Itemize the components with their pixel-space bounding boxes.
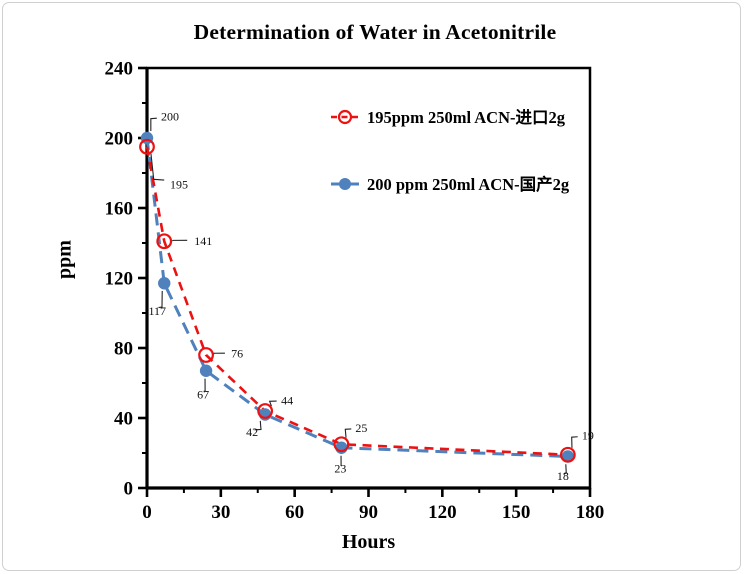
point-label-leader xyxy=(254,420,262,431)
x-tick-label: 60 xyxy=(285,502,304,523)
point-label-leader xyxy=(571,436,578,448)
data-point xyxy=(559,446,576,463)
data-point xyxy=(333,436,350,453)
y-tick-label: 120 xyxy=(105,269,134,290)
y-tick-label: 80 xyxy=(114,339,133,360)
legend-label: 200 ppm 250ml ACN-国产2g xyxy=(367,174,570,194)
legend-marker-symbol xyxy=(339,178,351,190)
y-tick-label: 40 xyxy=(114,409,133,430)
point-label-leader xyxy=(268,400,277,407)
point-label-leader xyxy=(344,428,352,438)
legend-label: 195ppm 250ml ACN-进口2g xyxy=(367,108,566,127)
point-label: 42 xyxy=(246,425,258,439)
y-tick-label: 160 xyxy=(105,199,134,220)
y-tick-label: 200 xyxy=(105,129,134,150)
point-label: 23 xyxy=(334,461,346,475)
point-label: 44 xyxy=(281,394,293,408)
chart-title: Determination of Water in Acetonitrile xyxy=(193,20,557,44)
series-line-0 xyxy=(145,146,568,457)
x-tick-label: 120 xyxy=(428,502,457,523)
y-tick-label: 0 xyxy=(124,479,134,500)
data-point xyxy=(257,403,274,419)
series-line-1 xyxy=(145,137,568,458)
x-axis-title: Hours xyxy=(341,531,396,553)
point-label: 200 xyxy=(161,110,179,124)
x-tick-label: 0 xyxy=(142,502,152,523)
point-label: 19 xyxy=(582,428,594,442)
data-point xyxy=(198,347,214,363)
point-label: 141 xyxy=(194,234,212,248)
x-tick-label: 150 xyxy=(502,502,531,523)
data-point xyxy=(199,364,213,377)
point-label-leader xyxy=(171,239,188,242)
point-label-leader xyxy=(158,290,163,309)
point-label-leader xyxy=(203,378,206,392)
point-label-leader xyxy=(212,352,225,355)
point-label-leader xyxy=(150,117,157,131)
x-tick-label: 90 xyxy=(359,502,378,523)
data-point xyxy=(156,233,173,250)
point-label-leader xyxy=(340,455,342,467)
point-label: 76 xyxy=(231,347,243,361)
data-point xyxy=(158,277,171,290)
point-label: 195 xyxy=(170,177,188,191)
x-tick-label: 180 xyxy=(576,502,605,523)
point-label: 67 xyxy=(197,387,209,401)
point-label: 117 xyxy=(148,304,166,318)
point-label: 18 xyxy=(557,469,569,483)
point-label-leader xyxy=(150,153,165,181)
y-tick-label: 240 xyxy=(105,59,134,80)
plot-frame xyxy=(145,66,592,490)
data-point xyxy=(139,138,155,155)
legend-marker-symbol xyxy=(337,109,353,125)
x-tick-label: 30 xyxy=(211,502,230,523)
point-label-leader xyxy=(563,464,567,475)
point-label: 25 xyxy=(355,421,367,435)
